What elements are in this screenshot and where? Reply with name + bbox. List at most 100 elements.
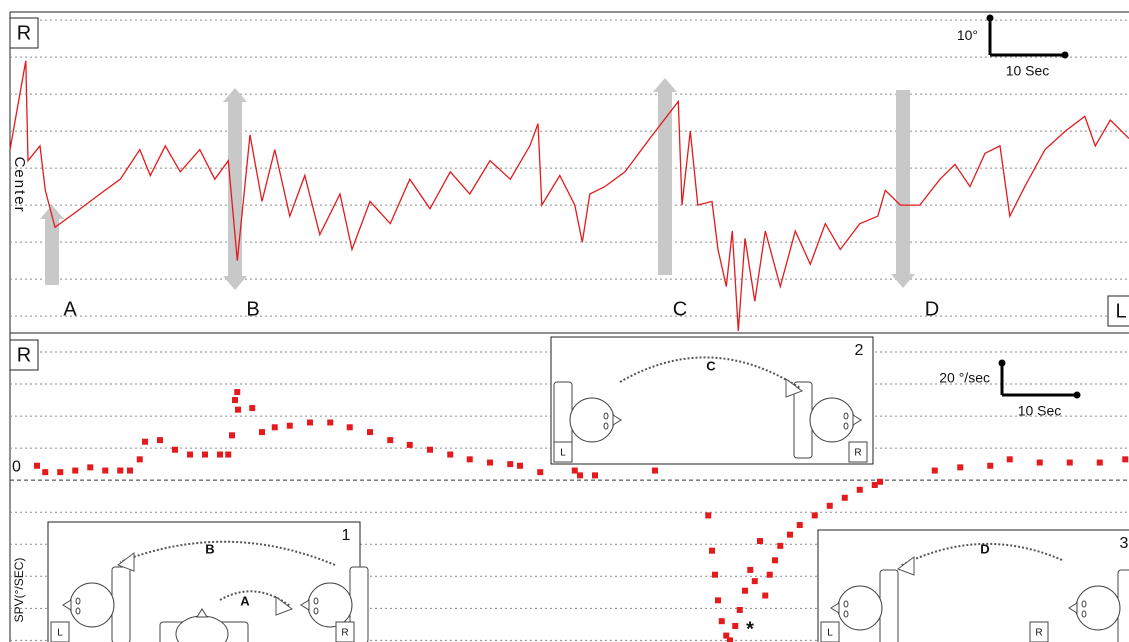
motion-label: C (706, 358, 716, 373)
head (70, 583, 114, 627)
data-point (537, 469, 543, 475)
head (838, 586, 882, 630)
data-point (225, 452, 231, 458)
data-point (142, 439, 148, 445)
data-point (777, 543, 783, 549)
data-point (742, 588, 748, 594)
figure: Center10°10 SecRLABCD020 °/sec10 SecRSPV… (0, 0, 1129, 642)
ear (604, 423, 608, 429)
ear (314, 608, 318, 614)
data-point (827, 503, 833, 509)
scale-bar-label: 10° (957, 27, 978, 43)
arrow-label: C (673, 298, 687, 320)
data-point (127, 468, 133, 474)
data-point (757, 538, 763, 544)
data-point (772, 557, 778, 563)
side-label: L (560, 448, 566, 459)
y-axis-label: SPV(°/SEC) (12, 558, 26, 623)
data-point (187, 452, 193, 458)
data-point (1067, 460, 1073, 466)
data-point (787, 532, 793, 538)
data-point (1037, 460, 1043, 466)
head (810, 398, 854, 442)
inset-number: 2 (855, 342, 864, 359)
side-label: R (341, 628, 348, 639)
data-point (652, 468, 658, 474)
ear (1082, 611, 1086, 617)
data-point (137, 456, 143, 462)
motion-arrow (658, 90, 672, 263)
side-label: L (57, 628, 63, 639)
data-point (235, 407, 241, 413)
data-point (737, 607, 743, 613)
data-point (202, 452, 208, 458)
data-point (427, 447, 433, 453)
ear (76, 608, 80, 614)
data-point (172, 447, 178, 453)
data-point (34, 463, 40, 469)
data-point (487, 460, 493, 466)
data-point (572, 468, 578, 474)
arrow-label: D (925, 298, 939, 320)
data-point (249, 405, 255, 411)
data-point (87, 464, 93, 470)
data-point (42, 469, 48, 475)
head (570, 398, 614, 442)
data-point (797, 522, 803, 528)
data-point (57, 469, 63, 475)
head (308, 583, 352, 627)
data-point (327, 419, 333, 425)
ear (76, 598, 80, 604)
corner-label: L (1115, 300, 1126, 322)
scale-bar-dot (999, 360, 1006, 367)
data-point (715, 597, 721, 603)
arrow-label: B (246, 298, 259, 320)
motion-arrow (896, 102, 910, 276)
data-point (229, 432, 235, 438)
data-point (709, 548, 715, 554)
y-tick-label: 0 (12, 458, 21, 475)
data-point (72, 468, 78, 474)
data-point (217, 452, 223, 458)
data-point (467, 456, 473, 462)
arrow-label: A (63, 298, 77, 320)
ear (844, 611, 848, 617)
data-point (1122, 456, 1128, 462)
data-point (407, 442, 413, 448)
data-point (1097, 460, 1103, 466)
data-point (307, 419, 313, 425)
scale-bar-dot (987, 15, 994, 22)
data-point (517, 463, 523, 469)
scale-bar-dot (1074, 392, 1081, 399)
motion-label: D (980, 541, 989, 556)
inset-number: 3 (1120, 535, 1129, 552)
side-label: L (827, 628, 833, 639)
side-label: R (1035, 628, 1042, 639)
inset-number: 1 (342, 527, 351, 544)
corner-label: R (17, 22, 31, 44)
ear (604, 413, 608, 419)
head (1076, 586, 1120, 630)
data-point (932, 468, 938, 474)
ear (1082, 601, 1086, 607)
data-point (1007, 456, 1013, 462)
data-point (507, 461, 513, 467)
data-point (712, 572, 718, 578)
scale-bar-label: 10 Sec (1006, 63, 1050, 79)
ear (844, 601, 848, 607)
data-point (592, 472, 598, 478)
motion-label: B (205, 541, 214, 556)
data-point (767, 572, 773, 578)
motion-arrow (896, 90, 910, 104)
data-point (762, 593, 768, 599)
corner-label: R (17, 344, 31, 366)
scale-bar-dot (1062, 51, 1069, 58)
data-point (857, 487, 863, 493)
data-point (447, 452, 453, 458)
data-point (747, 567, 753, 573)
headrest (112, 567, 130, 642)
headrest (880, 570, 898, 642)
motion-arrow (658, 261, 672, 275)
ear (844, 413, 848, 419)
data-point (987, 463, 993, 469)
